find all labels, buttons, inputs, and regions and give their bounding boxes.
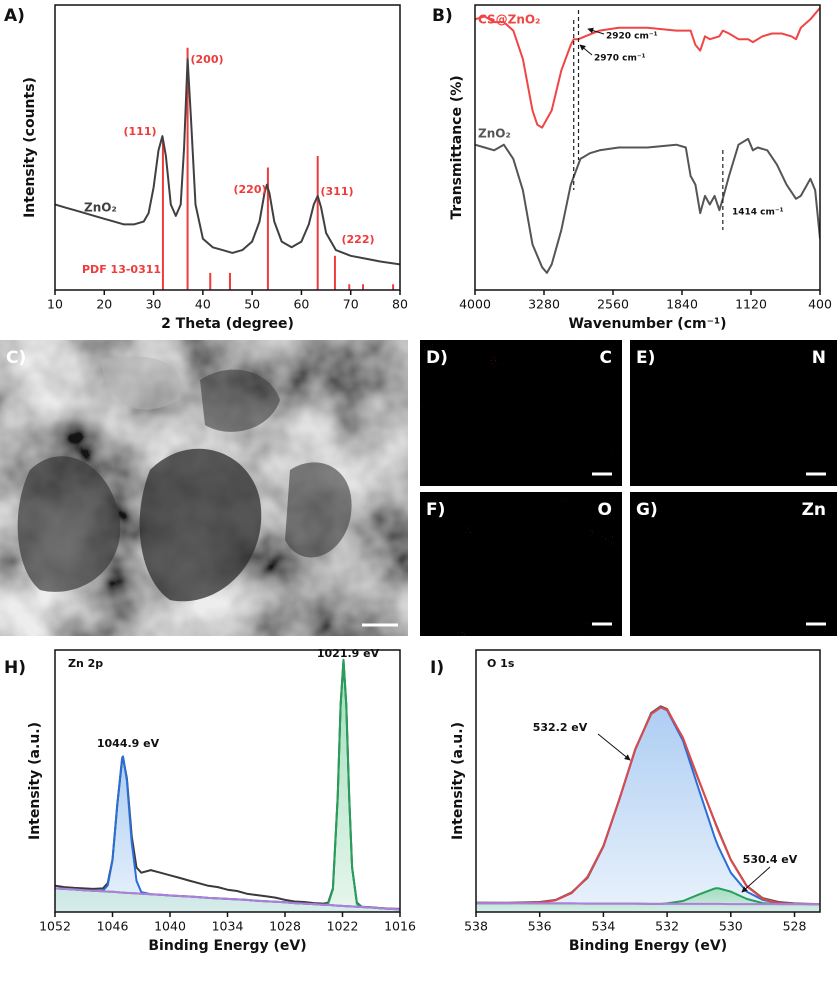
- data-line: [476, 706, 820, 906]
- x-tick-label: 528: [783, 919, 807, 934]
- axes-frame: [475, 649, 821, 913]
- axes-frame: [54, 4, 401, 291]
- x-axis-label: Binding Energy (eV): [148, 938, 306, 954]
- x-tick-label: 70: [343, 297, 359, 312]
- annotation: 530.4 eV: [743, 853, 798, 866]
- x-tick-label: 536: [528, 919, 552, 934]
- x-tick-label: 1120: [735, 297, 767, 312]
- annotation: Zn 2p: [68, 657, 103, 670]
- x-tick-label: 400: [808, 297, 832, 312]
- element-label: C: [600, 348, 612, 368]
- legend-label: PDF 13-0311: [82, 263, 161, 276]
- x-tick-label: 30: [146, 297, 162, 312]
- image-label: E): [636, 348, 655, 368]
- eds-map: D) C: [420, 340, 622, 486]
- image-label: D): [426, 348, 448, 368]
- y-axis-label: Intensity (counts): [22, 77, 38, 218]
- x-tick-label: 532: [655, 919, 679, 934]
- x-tick-label: 60: [293, 297, 309, 312]
- annotation-arrow: [579, 44, 593, 56]
- x-tick-label: 80: [392, 297, 408, 312]
- x-tick-label: 1052: [39, 919, 71, 934]
- x-tick-label: 1046: [97, 919, 129, 934]
- eds-map: E) N: [630, 340, 837, 486]
- plot-area: [55, 47, 400, 290]
- x-tick-label: 50: [244, 297, 260, 312]
- annotation: 1021.9 eV: [317, 647, 380, 660]
- plot-area: [476, 705, 820, 912]
- annotation: O 1s: [487, 657, 515, 670]
- data-line: [475, 137, 820, 274]
- x-tick-label: 534: [591, 919, 615, 934]
- annotation-arrow: [741, 866, 771, 893]
- data-line: [55, 887, 400, 911]
- panel-label: H): [4, 658, 26, 678]
- panel-label: B): [432, 6, 453, 26]
- x-tick-label: 4000: [459, 297, 491, 312]
- data-line: [55, 58, 400, 266]
- annotation: (220): [233, 183, 266, 196]
- x-tick-label: 20: [96, 297, 112, 312]
- y-axis-label: Intensity (a.u.): [450, 722, 466, 840]
- x-tick-label: 3280: [528, 297, 560, 312]
- sem-image: C): [0, 340, 408, 636]
- image-label: F): [426, 500, 445, 520]
- legend-label: CS@ZnO₂: [478, 13, 540, 27]
- x-tick-label: 538: [464, 919, 488, 934]
- chart-panel: 538 536 534 532 530 528 Binding Energy (eV) Int…: [430, 649, 821, 954]
- chart-panel: CS@ZnO₂ ZnO₂ 4000 3280 2560 1840 1120 400 Wavenu…: [432, 4, 832, 332]
- eds-map: G) Zn: [630, 492, 837, 636]
- x-tick-label: 1022: [327, 919, 359, 934]
- annotation: (311): [320, 185, 353, 198]
- x-axis-label: Wavenumber (cm⁻¹): [568, 316, 726, 332]
- peak-fill: [476, 707, 820, 912]
- eds-map: F) O: [420, 492, 622, 636]
- annotation-arrow: [587, 27, 605, 35]
- x-tick-label: 40: [195, 297, 211, 312]
- panel-label: I): [430, 658, 444, 678]
- x-tick-label: 1016: [384, 919, 416, 934]
- annotation: 2920 cm⁻¹: [606, 32, 658, 42]
- plot-area: [475, 7, 820, 274]
- annotation: 1044.9 eV: [97, 737, 160, 750]
- x-tick-label: 1034: [212, 919, 244, 934]
- x-axis-label: 2 Theta (degree): [161, 316, 294, 332]
- element-label: O: [598, 500, 612, 520]
- data-line: [475, 7, 820, 129]
- annotation: (200): [190, 53, 223, 66]
- y-axis-label: Intensity (a.u.): [27, 722, 43, 840]
- x-tick-label: 10: [47, 297, 63, 312]
- x-tick-label: 530: [719, 919, 743, 934]
- plot-area: [55, 658, 400, 912]
- chart-panel: PDF 13-0311 ZnO₂ 10 20 30 40 50 60 70 80 2 Theta (…: [4, 4, 408, 332]
- x-tick-label: 1028: [269, 919, 301, 934]
- x-tick-label: 1840: [666, 297, 698, 312]
- axes-frame: [474, 4, 821, 291]
- annotation: 1414 cm⁻¹: [732, 208, 784, 218]
- annotation: 2970 cm⁻¹: [594, 54, 646, 64]
- x-tick-label: 2560: [597, 297, 629, 312]
- chart-panel: 1052 1046 1040 1034 1028 1022 1016 Binding Ener…: [4, 647, 416, 954]
- legend-label: ZnO₂: [478, 127, 511, 141]
- panel-label: A): [4, 6, 25, 26]
- annotation: (111): [123, 125, 156, 138]
- annotation-arrow: [597, 733, 631, 761]
- y-axis-label: Transmittance (%): [449, 75, 465, 219]
- annotation: (222): [341, 233, 374, 246]
- image-label: G): [636, 500, 658, 520]
- legend-label: ZnO₂: [84, 201, 117, 215]
- element-label: N: [812, 348, 826, 368]
- data-line: [476, 902, 820, 906]
- x-tick-label: 1040: [154, 919, 186, 934]
- image-label: C): [6, 348, 26, 368]
- element-label: Zn: [802, 500, 826, 520]
- annotation: 532.2 eV: [533, 721, 588, 734]
- x-axis-label: Binding Energy (eV): [569, 938, 727, 954]
